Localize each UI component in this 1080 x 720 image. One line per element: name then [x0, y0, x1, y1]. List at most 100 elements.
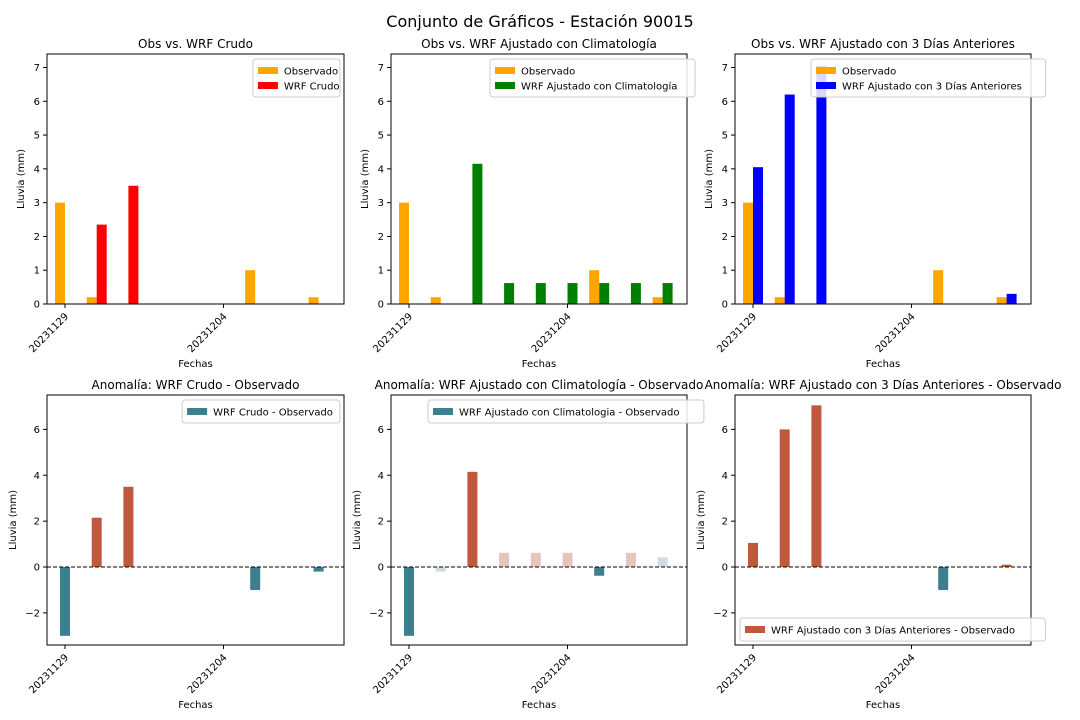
x-tick-label: 20231129: [715, 652, 759, 696]
x-tick-label: 20231204: [186, 311, 230, 355]
subplot-4: Anomalía: WRF Crudo - Observado −2 0 2 4 6 Llu…: [8, 378, 345, 711]
bar-wrf: [472, 163, 483, 304]
y-tick-label: 7: [34, 63, 40, 74]
x-axis-label: Fechas: [866, 700, 901, 711]
x-tick-label: 20231204: [186, 652, 230, 696]
y-tick-label: 6: [378, 97, 384, 108]
y-tick-label: 2: [34, 517, 40, 528]
legend-swatch: [257, 82, 278, 89]
x-axis-label: Fechas: [522, 700, 557, 711]
x-tick-label: 20231204: [874, 652, 918, 696]
legend-label: WRF Crudo: [284, 82, 340, 93]
subplot-2: Obs vs. WRF Ajustado con Climatología 0 1 2…: [360, 37, 696, 370]
axes-frame: [734, 53, 1032, 305]
legend: Observado WRF Crudo: [252, 58, 341, 98]
y-tick-label: 4: [34, 164, 40, 175]
bar-anomalia: [467, 471, 478, 568]
bar-anomalia: [748, 542, 758, 568]
legend-box: [181, 399, 341, 424]
y-tick-label: −2: [369, 608, 384, 619]
bar-observado: [430, 297, 441, 304]
bar-observado: [308, 297, 319, 304]
subplot-title: Obs vs. WRF Ajustado con Climatología: [421, 37, 657, 51]
legend-swatch: [495, 67, 515, 74]
bar-anomalia: [250, 567, 261, 590]
legend-label: WRF Ajustado con Climatología: [521, 81, 677, 93]
y-axis-label: Lluvia (mm): [696, 490, 707, 550]
bar-wrf: [535, 283, 546, 304]
y-tick-label: 2: [378, 517, 384, 528]
x-tick-label: 20231204: [530, 652, 574, 696]
bar-anomalia: [530, 552, 541, 568]
legend-label: Observado: [842, 67, 896, 78]
y-tick-label: 6: [34, 425, 40, 436]
subplot-title: Anomalía: WRF Crudo - Observado: [92, 378, 300, 392]
bar-wrf: [816, 65, 827, 304]
bar-observado: [589, 270, 600, 304]
y-tick-label: 2: [378, 232, 384, 243]
bar-observado: [996, 297, 1007, 304]
bar-observado: [652, 297, 663, 304]
bar-observado: [245, 270, 256, 304]
subplot-title: Obs vs. WRF Crudo: [138, 37, 253, 51]
y-tick-label: 1: [378, 266, 384, 277]
y-tick-label: 7: [722, 63, 728, 74]
subplot-3: Obs vs. WRF Ajustado con 3 Días Anterior…: [704, 37, 1047, 370]
bar-wrf: [567, 283, 578, 304]
legend-box: [489, 58, 696, 98]
bar-anomalia: [657, 557, 668, 568]
legend-box: [739, 617, 1046, 642]
legend-label: Observado: [521, 67, 575, 78]
y-axis-label: Lluvia (mm): [352, 490, 363, 550]
legend-swatch: [257, 67, 278, 74]
bar-anomalia: [123, 486, 134, 568]
axes-frame: [390, 394, 688, 646]
bar-wrf: [784, 94, 795, 304]
y-axis-label: Lluvia (mm): [16, 149, 27, 209]
legend-label: WRF Ajustado con Climatologia - Observad…: [459, 408, 680, 419]
y-tick-label: 0: [34, 563, 40, 574]
bar-anomalia: [499, 552, 510, 568]
bar-wrf: [630, 283, 641, 304]
legend-swatch: [816, 82, 836, 89]
bar-wrf: [504, 283, 515, 304]
y-tick-label: 4: [378, 164, 384, 175]
y-tick-label: 0: [34, 300, 40, 311]
legend-swatch: [495, 82, 515, 89]
bar-anomalia: [594, 567, 605, 576]
y-tick-label: 2: [34, 232, 40, 243]
bar-wrf: [1006, 293, 1017, 304]
legend: WRF Ajustado con Climatologia - Observad…: [427, 399, 705, 424]
subplot-title: Anomalía: WRF Ajustado con Climatología …: [375, 378, 704, 392]
y-axis-label: Lluvia (mm): [360, 149, 371, 209]
legend: WRF Crudo - Observado: [181, 399, 341, 424]
y-tick-label: 2: [722, 517, 728, 528]
legend-box: [427, 399, 705, 424]
legend-label: WRF Ajustado con 3 Días Anteriores: [842, 81, 1022, 93]
x-tick-label: 20231204: [874, 311, 918, 355]
x-tick-label: 20231129: [27, 311, 71, 355]
x-axis-label: Fechas: [178, 700, 213, 711]
y-tick-label: 6: [722, 425, 728, 436]
y-tick-label: 3: [34, 198, 40, 209]
legend-swatch: [745, 626, 765, 633]
bar-anomalia: [779, 429, 790, 568]
legend-box: [810, 58, 1047, 98]
bar-anomalia: [562, 552, 573, 568]
y-axis-label: Lluvia (mm): [704, 149, 715, 209]
y-tick-label: 6: [722, 97, 728, 108]
bar-wrf: [599, 283, 610, 304]
y-tick-label: 5: [34, 131, 40, 142]
x-tick-label: 20231129: [715, 311, 759, 355]
x-tick-label: 20231129: [371, 311, 415, 355]
y-tick-label: 0: [722, 563, 728, 574]
legend-swatch: [816, 67, 836, 74]
bar-anomalia: [435, 567, 446, 572]
legend: Observado WRF Ajustado con Climatología: [489, 58, 696, 98]
y-tick-label: 0: [722, 300, 728, 311]
legend-label: WRF Crudo - Observado: [213, 408, 333, 419]
legend-swatch: [187, 408, 208, 415]
y-tick-label: 0: [378, 300, 384, 311]
bar-anomalia: [404, 567, 414, 636]
bar-wrf: [128, 185, 139, 304]
